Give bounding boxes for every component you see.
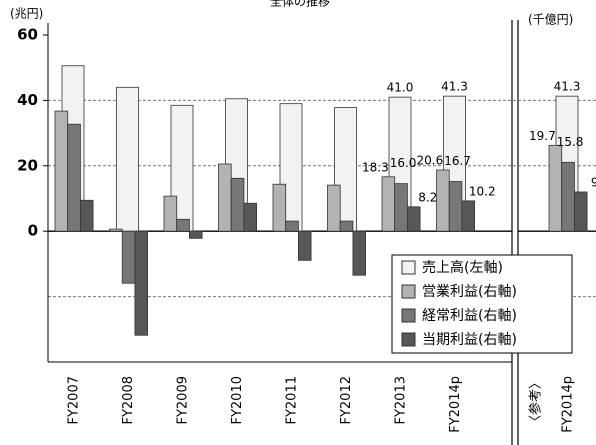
bar bbox=[448, 181, 463, 232]
legend-label: 売上高(左軸) bbox=[422, 259, 503, 276]
legend-swatch bbox=[401, 284, 416, 299]
value-label: 10.2 bbox=[469, 184, 496, 198]
value-label: 9 bbox=[591, 175, 596, 189]
x-tick-label: FY2010 bbox=[230, 376, 245, 425]
y2-unit: (千億円) bbox=[528, 13, 573, 27]
legend-swatch bbox=[401, 260, 416, 275]
chart-title: 全体の推移 bbox=[270, 0, 330, 9]
x-tick-label: FY2007 bbox=[67, 376, 82, 425]
bar bbox=[272, 183, 287, 232]
value-label: 8.2 bbox=[418, 190, 437, 204]
value-label: 20.6 bbox=[416, 153, 443, 167]
value-label: 16.7 bbox=[444, 154, 471, 168]
bar bbox=[163, 195, 178, 232]
legend-swatch bbox=[401, 332, 416, 347]
bar bbox=[461, 200, 475, 232]
bar bbox=[188, 230, 203, 239]
bar bbox=[574, 191, 588, 232]
bar bbox=[67, 123, 81, 232]
bar bbox=[54, 110, 69, 232]
x-tick-label: FY2009 bbox=[176, 376, 191, 425]
value-label: 15.8 bbox=[557, 135, 584, 149]
bar bbox=[436, 169, 450, 232]
y-tick-label: 0 bbox=[28, 222, 38, 240]
bar bbox=[176, 218, 190, 232]
x-tick-label: FY2012 bbox=[339, 376, 354, 425]
bar bbox=[339, 220, 354, 232]
bar bbox=[394, 183, 408, 232]
bar bbox=[109, 228, 123, 232]
value-label: 41.0 bbox=[387, 81, 414, 95]
x-tick-label: FY2014p bbox=[561, 376, 576, 433]
x-tick-label: FY2014p bbox=[448, 376, 463, 433]
bar bbox=[381, 176, 396, 232]
value-label: 41.3 bbox=[554, 80, 581, 94]
value-label: 16.0 bbox=[390, 156, 417, 170]
legend-box bbox=[391, 254, 573, 354]
y-tick-label: 60 bbox=[17, 26, 38, 44]
value-label: 18.3 bbox=[362, 160, 389, 174]
bar bbox=[121, 230, 136, 284]
bar bbox=[406, 206, 421, 232]
x-tick-label: FY2008 bbox=[121, 376, 136, 425]
bar bbox=[352, 230, 366, 276]
legend-swatch bbox=[401, 308, 416, 323]
y-tick-label: 40 bbox=[17, 91, 38, 109]
value-label: 41.3 bbox=[441, 80, 468, 94]
bar bbox=[243, 202, 257, 232]
y-tick-label: 20 bbox=[17, 156, 38, 174]
bar bbox=[561, 161, 575, 232]
bar bbox=[116, 86, 139, 232]
y-unit: (兆円) bbox=[10, 7, 43, 21]
category-note: 〈参考〉 bbox=[528, 376, 544, 428]
legend-label: 営業利益(右軸) bbox=[422, 284, 517, 300]
bar bbox=[218, 163, 232, 232]
x-tick-label: FY2011 bbox=[285, 376, 300, 425]
bar bbox=[134, 230, 148, 336]
bar bbox=[285, 220, 299, 232]
x-tick-label: FY2013 bbox=[394, 376, 409, 425]
bar bbox=[327, 184, 341, 232]
legend-label: 当期利益(右軸) bbox=[422, 332, 517, 348]
bar bbox=[80, 199, 94, 232]
legend-label: 経常利益(右軸) bbox=[422, 308, 517, 324]
bar bbox=[548, 144, 563, 232]
value-label: 19.7 bbox=[529, 129, 556, 143]
bar bbox=[297, 230, 312, 261]
bar bbox=[230, 177, 245, 232]
